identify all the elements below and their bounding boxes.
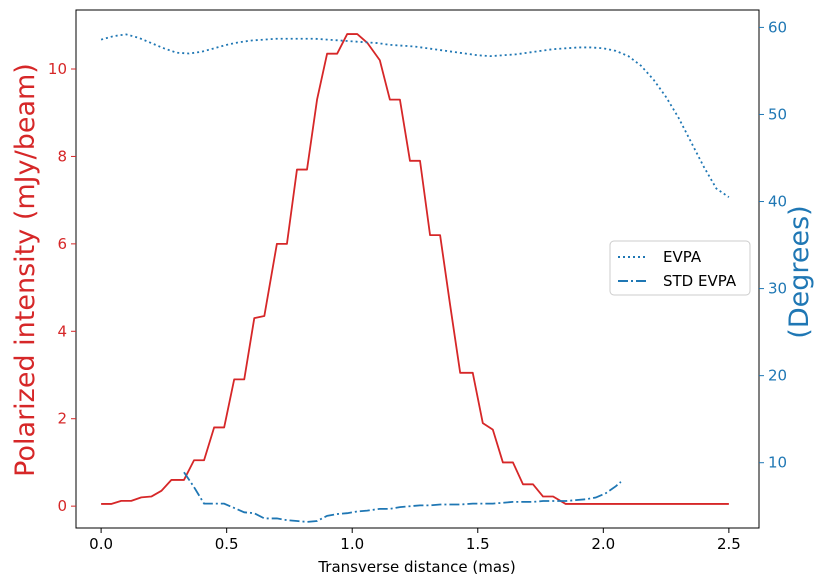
- x-tick-label: 0.0: [89, 535, 113, 553]
- std-evpa-line: [183, 471, 622, 523]
- legend-std-evpa-label: STD EVPA: [663, 272, 737, 290]
- right-y-tick-label: 20: [768, 367, 787, 385]
- right-y-axis: 10 20 30 40 50 60: [759, 18, 787, 472]
- plot-frame: [75, 9, 760, 529]
- polarized-intensity-line: [101, 33, 729, 505]
- left-y-axis-label: Polarized intensity (mJy/beam): [10, 63, 41, 477]
- left-y-tick-label: 2: [57, 410, 67, 428]
- x-axis: 0.0 0.5 1.0 1.5 2.0 2.5: [89, 528, 741, 553]
- polarized-intensity-series: [101, 33, 729, 505]
- x-tick-label: 2.5: [717, 535, 741, 553]
- right-y-tick-label: 30: [768, 280, 787, 298]
- legend: EVPA STD EVPA: [609, 240, 751, 296]
- left-y-tick-label: 8: [57, 147, 67, 165]
- x-tick-label: 2.0: [591, 535, 615, 553]
- right-y-tick-label: 40: [768, 193, 787, 211]
- left-y-tick-label: 10: [48, 60, 67, 78]
- right-y-tick-label: 50: [768, 105, 787, 123]
- right-y-axis-label: (Degrees): [784, 205, 815, 338]
- x-tick-label: 1.0: [340, 535, 364, 553]
- x-axis-label: Transverse distance (mas): [317, 558, 515, 576]
- evpa-line: [100, 33, 730, 198]
- x-tick-label: 1.5: [466, 535, 490, 553]
- x-tick-label: 0.5: [215, 535, 239, 553]
- left-y-tick-label: 6: [57, 235, 67, 253]
- plot-area: [75, 9, 760, 529]
- right-y-tick-label: 60: [768, 18, 787, 36]
- left-y-tick-label: 4: [57, 322, 67, 340]
- left-y-tick-label: 0: [57, 497, 67, 515]
- left-y-axis: 0 2 4 6 8 10: [48, 60, 76, 515]
- right-y-tick-label: 10: [768, 454, 787, 472]
- legend-evpa-label: EVPA: [663, 248, 702, 266]
- evpa-series-group: [100, 33, 730, 523]
